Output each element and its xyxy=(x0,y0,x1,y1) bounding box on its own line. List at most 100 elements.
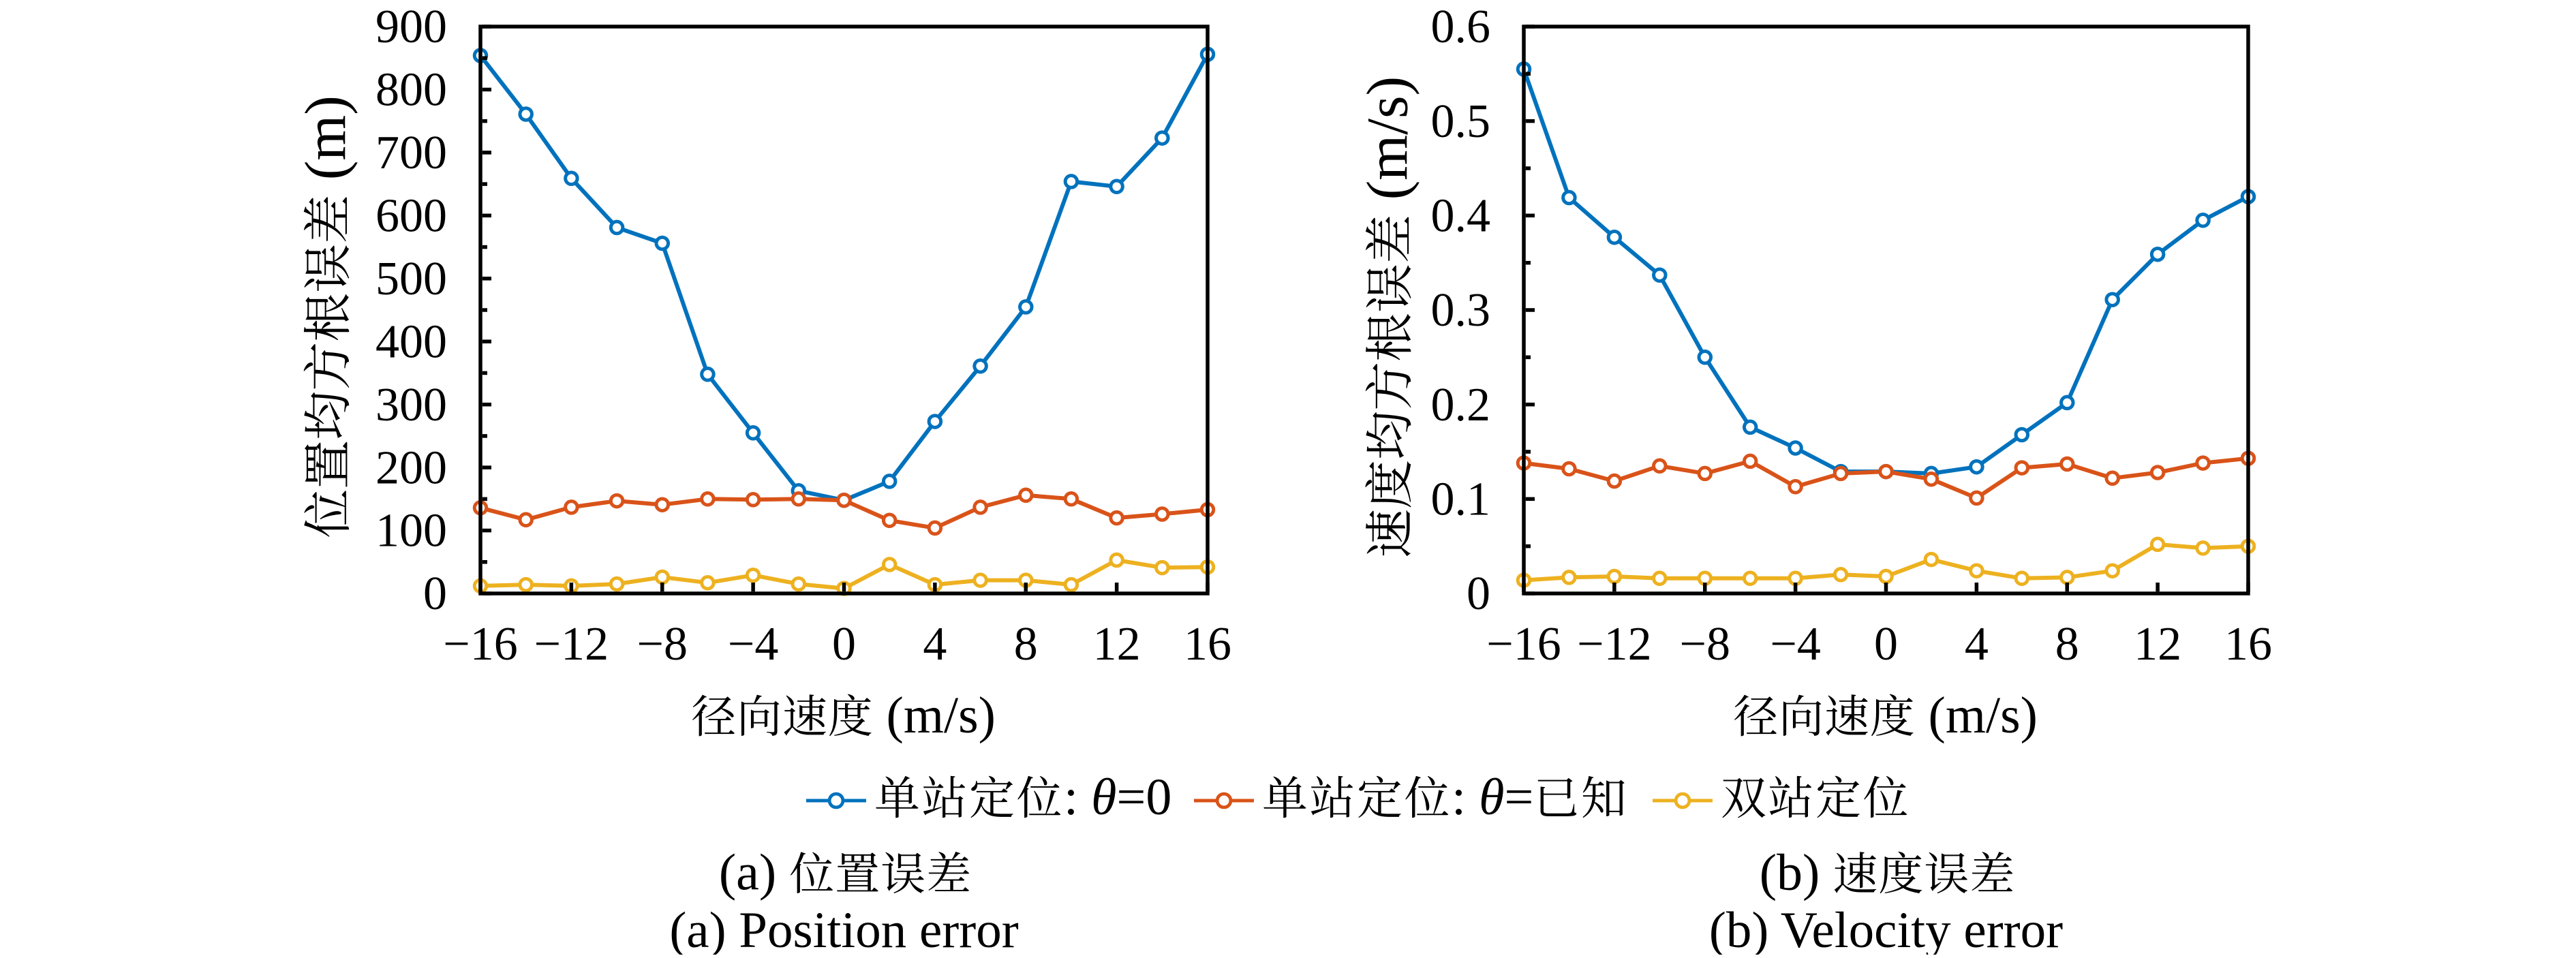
cjk-glyph xyxy=(1925,852,1967,894)
cjk-glyph xyxy=(1365,461,1411,508)
legend-marker xyxy=(827,792,845,809)
data-point-marker xyxy=(1154,130,1170,146)
velocity-error-chart: 0 0.1 0.2 0.3 0.4 0.5 0.6 −16 −12 −8 −4 0 4 8 12 16 (m/… xyxy=(1355,1,2272,744)
cjk-glyph xyxy=(303,197,347,242)
x-tick-label: −4 xyxy=(1770,618,1820,670)
x-tick-label: 16 xyxy=(1184,618,1231,670)
axes xyxy=(478,25,1210,596)
y-tick-label: 0 xyxy=(1467,568,1490,620)
data-point-marker xyxy=(791,576,807,592)
y-tick-label: 0.5 xyxy=(1431,95,1491,148)
data-point-marker xyxy=(654,497,671,512)
cjk-glyph xyxy=(304,245,350,292)
legend-item-0: : θ =0 xyxy=(806,769,1171,826)
cjk-glyph xyxy=(882,852,924,894)
data-point-marker xyxy=(1969,563,1984,578)
y-tick-label: 400 xyxy=(375,315,447,368)
data-point-marker xyxy=(609,493,625,509)
caption-en: (b) Velocity error xyxy=(1709,902,2063,955)
cjk-glyph xyxy=(1734,694,1777,737)
cjk-glyph xyxy=(970,775,1013,818)
data-point-marker xyxy=(972,572,988,588)
latin-run: (m/s) xyxy=(1355,76,1420,215)
latin-run: : xyxy=(1064,769,1091,826)
x-tick-label: −12 xyxy=(1577,618,1651,670)
data-point-marker xyxy=(1063,576,1079,593)
data-point-marker xyxy=(836,492,852,508)
legend-marker xyxy=(1674,792,1691,809)
data-point-marker xyxy=(1742,419,1758,435)
data-point-marker xyxy=(654,569,671,585)
latin-run: : xyxy=(1452,769,1479,826)
data-point-marker xyxy=(700,575,716,591)
x-tick-label: −16 xyxy=(443,618,517,670)
data-point-marker xyxy=(1652,267,1668,283)
x-tick-label: −8 xyxy=(1680,618,1730,670)
data-point-marker xyxy=(1063,491,1079,507)
x-axis-label: (m/s) xyxy=(692,687,996,744)
cjk-glyph xyxy=(923,775,966,818)
caption-zh: (a) xyxy=(719,844,970,901)
theta-symbol: θ xyxy=(1479,769,1504,826)
data-point-marker xyxy=(1697,570,1713,587)
data-point-marker xyxy=(972,358,988,374)
latin-run: (m) xyxy=(293,95,358,195)
data-point-marker xyxy=(1923,471,1939,487)
cjk-glyph xyxy=(1864,775,1907,818)
data-point-marker xyxy=(2104,470,2120,486)
data-point-marker xyxy=(1788,479,1803,495)
latin-run: =0 xyxy=(1116,769,1171,826)
data-point-marker xyxy=(609,219,625,236)
y-axis-label: (m) xyxy=(293,95,358,537)
data-point-marker xyxy=(927,414,943,429)
legend-label xyxy=(1722,775,1907,818)
cjk-glyph xyxy=(741,694,780,736)
data-point-marker xyxy=(1697,350,1713,365)
latin-run: = xyxy=(1504,769,1533,826)
data-point-marker xyxy=(1878,463,1894,480)
x-tick-label: 16 xyxy=(2224,618,2272,670)
legend-item-2 xyxy=(1653,775,1907,818)
data-point-marker xyxy=(2014,460,2030,476)
data-point-marker xyxy=(1652,570,1668,587)
data-point-marker xyxy=(1652,458,1668,474)
data-point-marker xyxy=(1697,465,1713,482)
y-tick-label: 300 xyxy=(375,379,447,431)
cjk-glyph xyxy=(784,694,826,736)
cjk-glyph xyxy=(1783,694,1822,736)
cjk-glyph xyxy=(1366,265,1411,311)
data-point-marker xyxy=(1742,570,1758,587)
x-tick-label: −16 xyxy=(1486,618,1561,670)
x-tick-label: 12 xyxy=(2134,618,2181,670)
legend-label: : θ = xyxy=(1263,769,1625,826)
cjk-glyph xyxy=(1769,775,1812,818)
cjk-glyph xyxy=(1834,852,1877,893)
data-point-marker xyxy=(881,512,898,529)
cjk-glyph xyxy=(303,294,350,341)
data-point-marker xyxy=(1109,510,1124,526)
theta-symbol: θ xyxy=(1091,769,1116,826)
data-point-marker xyxy=(609,576,625,592)
data-point-marker xyxy=(1561,189,1577,206)
cjk-glyph xyxy=(829,694,872,737)
cjk-glyph xyxy=(1817,775,1860,818)
y-tick-label: 900 xyxy=(375,1,447,53)
cjk-glyph xyxy=(1358,775,1401,818)
y-tick-label: 0 xyxy=(423,568,447,620)
cjk-glyph xyxy=(876,775,919,818)
legend-label: : θ =0 xyxy=(876,769,1171,826)
data-point-marker xyxy=(1969,490,1984,506)
data-point-marker xyxy=(1969,459,1984,475)
data-point-marker xyxy=(1788,570,1803,587)
latin-run: (a) xyxy=(719,844,789,901)
data-point-marker xyxy=(2014,570,2030,587)
cjk-glyph xyxy=(692,694,735,737)
data-point-marker xyxy=(1606,568,1623,585)
data-point-marker xyxy=(1788,440,1803,456)
captions: (a) (a) Position error (b) (b) Velocity e… xyxy=(669,844,2063,958)
data-point-marker xyxy=(2149,465,2166,480)
data-point-marker xyxy=(700,491,716,507)
data-point-marker xyxy=(2195,213,2211,228)
data-point-marker xyxy=(1606,229,1623,245)
data-point-marker xyxy=(2195,540,2211,556)
